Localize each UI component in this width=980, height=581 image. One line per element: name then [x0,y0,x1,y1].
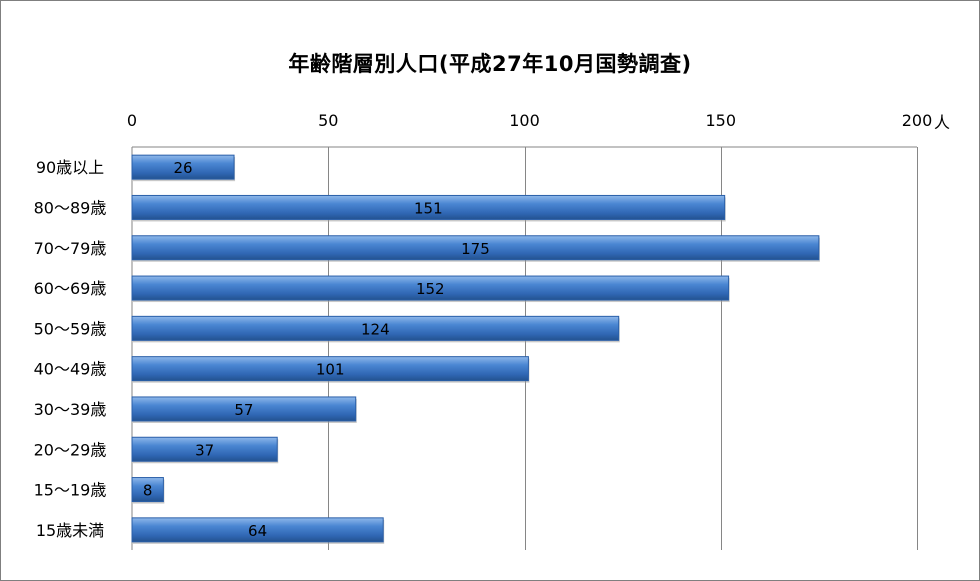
x-tick-label: 0 [127,111,137,130]
bar [131,517,384,543]
data-label: 152 [416,280,445,298]
bar [131,315,620,341]
chart-title: 年齢階層別人口(平成27年10月国勢調査) [288,52,692,76]
bar [131,194,726,220]
x-tick-label: 150 [705,111,736,130]
x-axis: 0 50 100 150 200 人 [127,111,950,132]
bars: 26 151 175 152 124 101 57 37 8 64 [131,154,820,544]
bar [131,235,820,261]
x-tick-label: 50 [318,111,338,130]
bar [131,396,357,422]
x-tick-label: 100 [509,111,540,130]
data-label: 37 [195,441,214,459]
bar [131,275,730,301]
data-label: 64 [248,522,267,540]
category-label: 30～39歳 [34,400,107,419]
bar [131,436,278,462]
category-label: 20～29歳 [34,440,107,459]
bar [131,477,164,503]
bar [131,154,235,180]
category-label: 15歳未満 [36,521,104,540]
category-label: 90歳以上 [36,158,104,177]
category-label: 15～19歳 [34,481,107,500]
x-tick-label: 200 [902,111,933,130]
x-axis-unit: 人 [934,113,950,132]
category-label: 60～69歳 [34,279,107,298]
data-label: 175 [461,240,490,258]
category-axis: 90歳以上 80～89歳 70～79歳 60～69歳 50～59歳 40～49歳 30～39… [34,158,107,540]
data-label: 101 [316,361,345,379]
category-label: 40～49歳 [34,360,107,379]
data-label: 57 [234,401,253,419]
data-label: 124 [361,320,390,338]
category-label: 70～79歳 [34,239,107,258]
category-label: 50～59歳 [34,319,107,338]
category-label: 80～89歳 [34,198,107,217]
data-label: 26 [173,159,192,177]
data-label: 8 [143,482,153,500]
bar [131,356,529,382]
data-label: 151 [414,199,443,217]
